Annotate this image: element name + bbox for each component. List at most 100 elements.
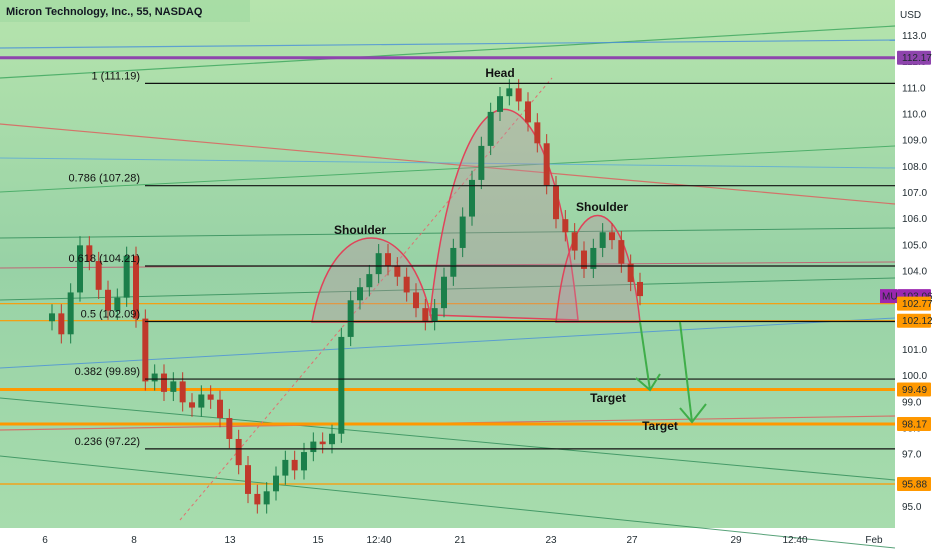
candle-body (338, 336, 345, 434)
annotation-right-shoulder: Shoulder (576, 200, 628, 214)
x-tick-label: 12:40 (782, 535, 807, 546)
currency-label: USD (900, 10, 921, 21)
annotation-head: Head (485, 66, 514, 80)
candle-body (245, 465, 251, 494)
trend-line (0, 455, 896, 549)
fib-level-label: 0.618 (104.21) (68, 253, 140, 265)
price-axis-panel (895, 0, 932, 550)
candle-body (67, 292, 74, 335)
candle-body (553, 185, 559, 220)
trend-line (0, 227, 896, 239)
price-tag-bg (897, 296, 931, 311)
x-tick-label: 12:40 (366, 535, 391, 546)
candle-body (114, 297, 121, 311)
x-tick-label: 29 (730, 535, 742, 546)
fib-level-label: 0.236 (97.22) (75, 436, 140, 448)
trend-line (0, 157, 896, 169)
candle-body (273, 475, 279, 492)
y-tick-label: 106.0 (902, 214, 927, 225)
x-tick-label: 15 (312, 535, 324, 546)
trend-line (0, 261, 896, 269)
fib-level-label: 0.382 (99.89) (75, 366, 140, 378)
trend-line (0, 145, 896, 193)
fib-level-label: 1 (111.19) (91, 70, 140, 82)
candle-body (618, 240, 625, 264)
candle-body (403, 276, 410, 293)
annotation-target-1: Target (590, 391, 626, 405)
candle-body (366, 274, 373, 288)
x-tick-label: 13 (224, 535, 236, 546)
candle-body (161, 373, 167, 392)
price-tag-value: 99.49 (902, 385, 927, 396)
candle-body (301, 452, 307, 471)
candle-body (571, 232, 578, 251)
candle-body (497, 96, 503, 112)
candle-body (207, 394, 214, 400)
annotation-left-shoulder: Shoulder (334, 223, 386, 237)
symbol-title: Micron Technology, Inc., 55, NASDAQ (6, 6, 203, 18)
projection-arrow-head (635, 373, 661, 392)
x-tick-label: Feb (865, 535, 883, 546)
candle-body (198, 394, 205, 408)
candle-body (441, 276, 447, 309)
x-tick-label: 27 (626, 535, 638, 546)
price-tag-bg (897, 382, 931, 397)
candle-body (77, 245, 83, 293)
candle-body (189, 402, 195, 408)
trend-line (0, 25, 896, 79)
candle-body (357, 287, 363, 301)
pattern-arc (429, 108, 579, 321)
x-tick-label: 8 (131, 535, 137, 546)
fib-level-label: 0.786 (107.28) (68, 173, 140, 185)
candle-body (142, 318, 149, 382)
fib-level-label: 0.5 (102.09) (81, 308, 140, 320)
candle-body (329, 433, 335, 445)
candle-body (515, 88, 522, 102)
candle-body (609, 232, 615, 241)
x-tick-label: 6 (42, 535, 48, 546)
candle-body (385, 253, 391, 267)
candle-body (562, 219, 569, 233)
candle-body (133, 255, 139, 319)
price-tag-value: 95.88 (902, 479, 927, 490)
dashed-trend-line (179, 77, 553, 521)
candle-body (105, 289, 111, 311)
price-tag-value: 112.17 (902, 53, 932, 64)
candle-body (291, 459, 298, 471)
candle-body (282, 459, 289, 476)
y-tick-label: 108.0 (902, 162, 927, 173)
y-tick-label: 97.0 (902, 450, 922, 461)
x-tick-label: 23 (545, 535, 557, 546)
trend-line (0, 123, 896, 205)
plot-background (0, 0, 895, 528)
candle-body (217, 399, 223, 419)
candle-body (263, 491, 270, 505)
candle-body (506, 88, 513, 97)
projection-arrow-shaft (679, 321, 693, 423)
candle-body (123, 255, 130, 298)
trend-line (0, 39, 896, 49)
candle-body (347, 300, 354, 337)
candle-body (179, 381, 186, 403)
projection-arrow-head (679, 403, 707, 424)
y-tick-label: 101.0 (902, 345, 927, 356)
candle-body (235, 438, 242, 466)
candle-body (151, 373, 158, 382)
y-tick-label: 109.0 (902, 136, 927, 147)
candle-body (581, 250, 587, 269)
time-axis-panel (0, 528, 895, 550)
header-bg (0, 0, 250, 22)
candle-body (226, 418, 233, 439)
y-tick-label: 105.0 (902, 240, 927, 251)
y-tick-label: 104.0 (902, 267, 927, 278)
candle-body (487, 111, 494, 146)
candle-body (637, 281, 643, 297)
x-tick-label: 21 (454, 535, 466, 546)
price-tag-bg (897, 50, 931, 65)
candle-body (95, 261, 102, 290)
candle-body (170, 381, 177, 392)
price-tag-bg (897, 476, 931, 491)
y-tick-label: 100.0 (902, 371, 927, 382)
candle-body (534, 122, 541, 144)
